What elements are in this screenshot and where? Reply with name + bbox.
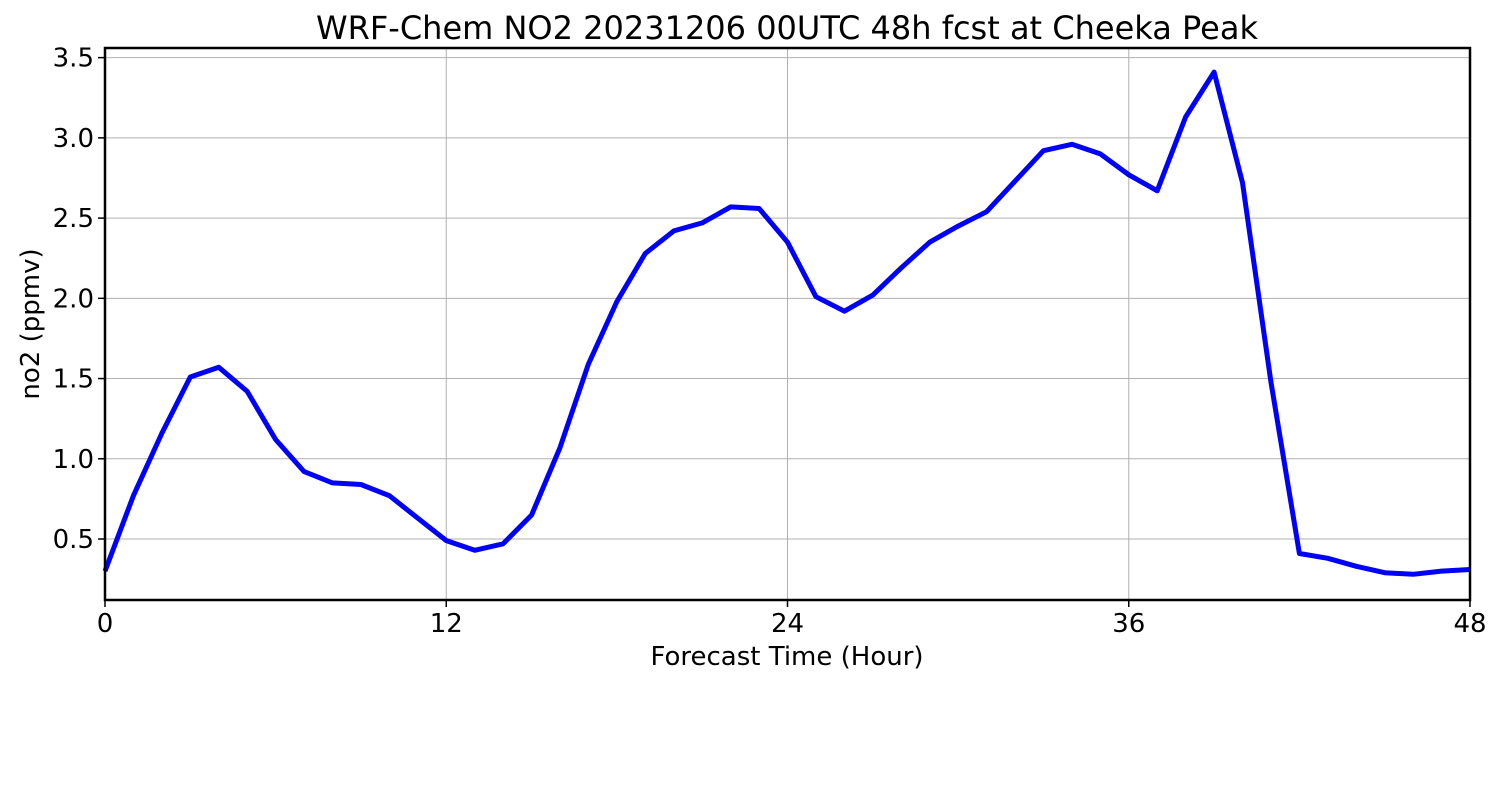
series-layer bbox=[102, 69, 1471, 577]
data-point bbox=[444, 538, 449, 543]
data-point bbox=[1013, 179, 1018, 184]
y-tick-label: 0.5 bbox=[53, 525, 94, 555]
data-point bbox=[558, 445, 563, 450]
y-axis-label: no2 (ppmv) bbox=[16, 248, 46, 399]
x-tick-label: 48 bbox=[1453, 609, 1486, 639]
data-point bbox=[1041, 148, 1046, 153]
data-point bbox=[899, 265, 904, 270]
y-tick-label: 1.0 bbox=[53, 445, 94, 475]
data-point bbox=[1439, 569, 1444, 574]
data-point bbox=[330, 480, 335, 485]
data-point bbox=[188, 375, 193, 380]
data-point bbox=[757, 206, 762, 211]
data-point bbox=[643, 251, 648, 256]
y-tick-label: 3.0 bbox=[53, 124, 94, 154]
grid bbox=[105, 48, 1470, 600]
data-point bbox=[1155, 188, 1160, 193]
data-point bbox=[870, 293, 875, 298]
data-point bbox=[927, 240, 932, 245]
x-axis-label: Forecast Time (Hour) bbox=[650, 642, 923, 672]
y-tick-label: 3.5 bbox=[53, 44, 94, 74]
data-point bbox=[1268, 379, 1273, 384]
data-point bbox=[1325, 556, 1330, 561]
data-point bbox=[1183, 115, 1188, 120]
data-point bbox=[131, 493, 136, 498]
x-axis-ticks: 0 12 24 36 48 bbox=[97, 600, 1487, 639]
no2-series-line bbox=[102, 69, 1471, 577]
data-point bbox=[1382, 570, 1387, 575]
data-point bbox=[956, 224, 961, 229]
data-point bbox=[501, 541, 506, 546]
x-tick-label: 0 bbox=[97, 609, 114, 639]
chart-title: WRF-Chem NO2 20231206 00UTC 48h fcst at … bbox=[316, 9, 1258, 47]
data-point bbox=[387, 493, 392, 498]
data-point bbox=[785, 240, 790, 245]
x-tick-label: 24 bbox=[771, 609, 804, 639]
data-point bbox=[700, 220, 705, 225]
data-point bbox=[529, 513, 534, 518]
data-point bbox=[1069, 142, 1074, 147]
data-point bbox=[1411, 572, 1416, 577]
x-tick-label: 12 bbox=[430, 609, 463, 639]
data-point bbox=[728, 204, 733, 209]
y-tick-label: 2.5 bbox=[53, 204, 94, 234]
data-point bbox=[1297, 551, 1302, 556]
data-point bbox=[586, 362, 591, 367]
y-tick-label: 2.0 bbox=[53, 284, 94, 314]
data-point bbox=[302, 469, 307, 474]
data-point bbox=[1240, 180, 1245, 185]
data-point bbox=[614, 299, 619, 304]
data-point bbox=[1354, 564, 1359, 569]
data-point bbox=[472, 548, 477, 553]
data-point bbox=[1212, 70, 1217, 75]
data-point bbox=[671, 228, 676, 233]
data-point bbox=[842, 309, 847, 314]
data-point bbox=[813, 294, 818, 299]
data-point bbox=[1098, 151, 1103, 156]
data-point bbox=[245, 389, 250, 394]
data-point bbox=[358, 482, 363, 487]
data-point bbox=[159, 431, 164, 436]
x-tick-label: 36 bbox=[1112, 609, 1145, 639]
y-axis-ticks: 0.5 1.0 1.5 2.0 2.5 3.0 3.5 bbox=[53, 44, 105, 555]
data-point bbox=[1126, 172, 1131, 177]
data-point bbox=[216, 365, 221, 370]
data-point bbox=[984, 209, 989, 214]
y-tick-label: 1.5 bbox=[53, 365, 94, 395]
data-point bbox=[415, 516, 420, 521]
data-point bbox=[273, 437, 278, 442]
